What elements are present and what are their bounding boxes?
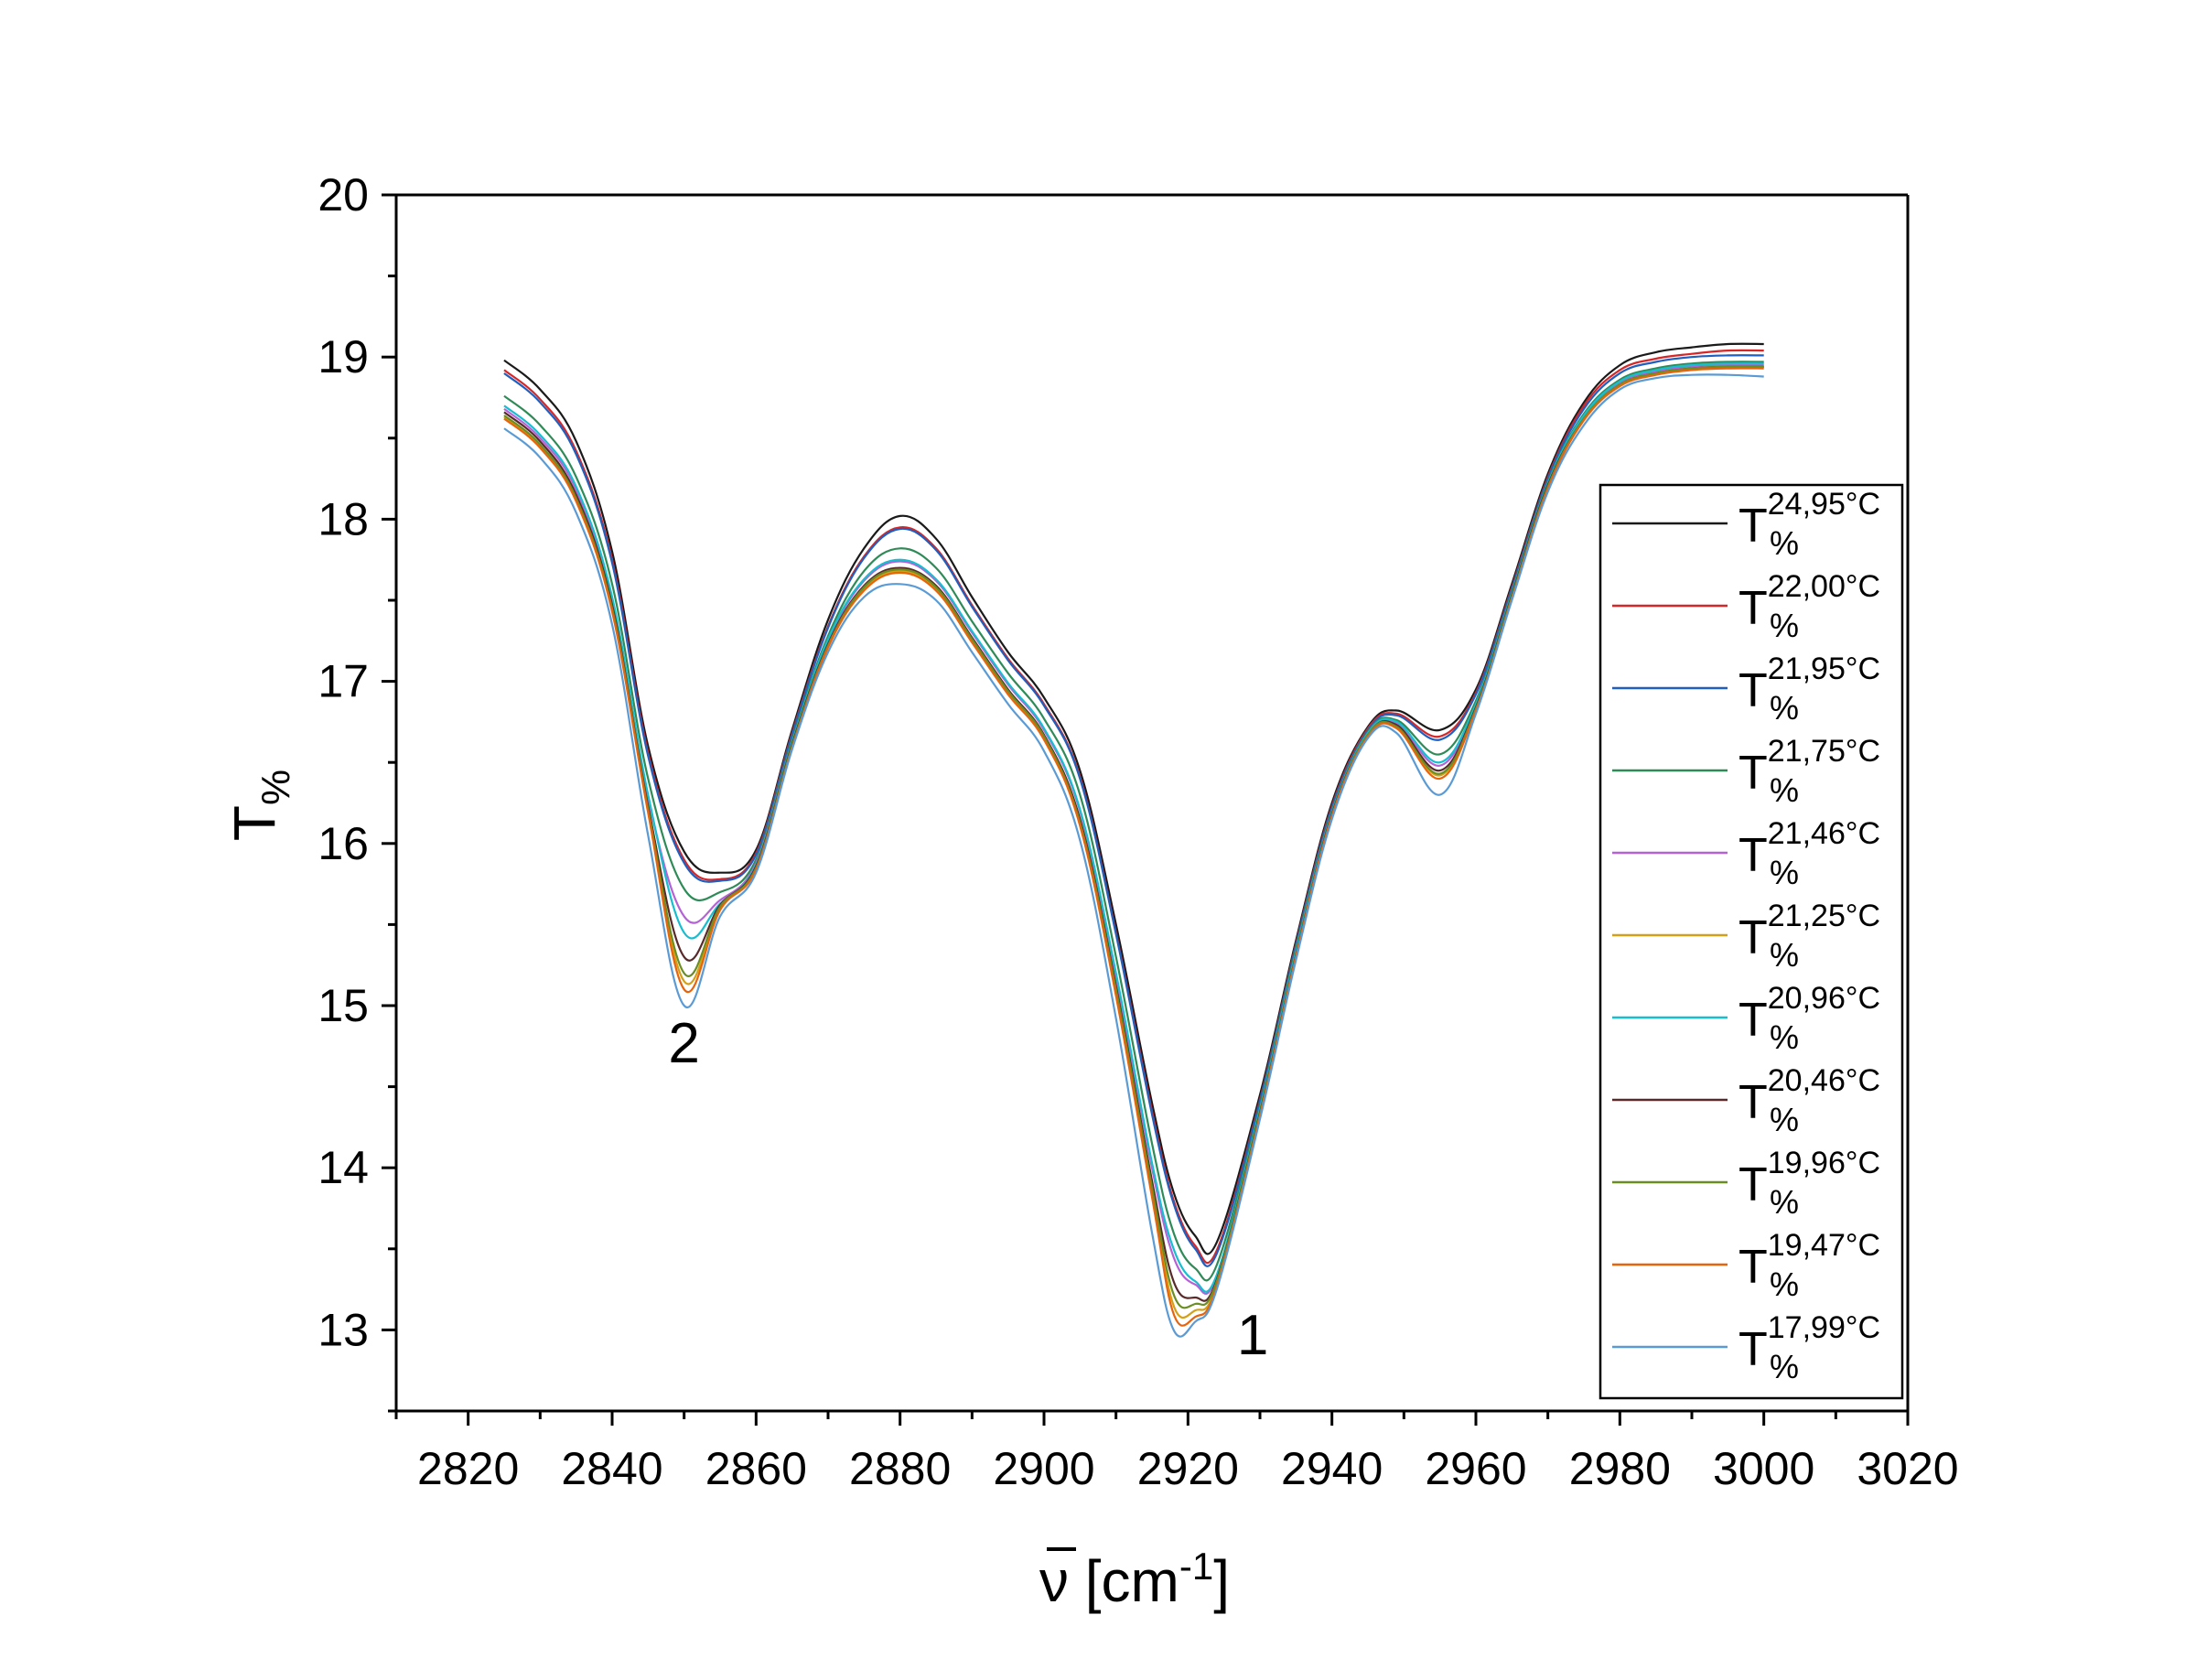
legend-label-temp: 21,95°C	[1768, 652, 1880, 686]
series-line-4	[503, 361, 1764, 1282]
legend-label-sub: %	[1770, 854, 1799, 891]
legend-label-6: T21,25°C%	[1738, 899, 1880, 974]
svg-text:T%: T%	[221, 770, 298, 841]
x-tick-label: 3020	[1857, 1443, 1958, 1494]
y-tick-label: 19	[318, 331, 369, 382]
x-axis-symbol: ν	[1039, 1548, 1069, 1614]
x-tick-label: 2960	[1425, 1443, 1526, 1494]
legend-label-temp: 22,00°C	[1768, 569, 1880, 604]
legend-label-main: T	[1738, 500, 1768, 553]
x-axis-unit-close: ]	[1213, 1548, 1230, 1614]
legend-box	[1599, 483, 1904, 1400]
legend-label-9: T19,96°C%	[1738, 1146, 1880, 1221]
legend-label-main: T	[1738, 747, 1768, 800]
legend-label-temp: 17,99°C	[1768, 1310, 1880, 1345]
legend-label-sub: %	[1770, 1348, 1799, 1385]
y-tick-label: 13	[318, 1304, 369, 1355]
y-tick-label: 15	[318, 980, 369, 1031]
y-tick-label: 20	[318, 169, 369, 221]
y-tick-label: 16	[318, 818, 369, 869]
legend-label-sub: %	[1770, 936, 1799, 974]
x-axis-label: ν [cm-1]	[1039, 1545, 1230, 1614]
series-line-10	[503, 367, 1764, 1327]
axes	[394, 193, 1910, 1413]
legend-label-2: T22,00°C%	[1738, 569, 1880, 644]
y-tick-label: 14	[318, 1142, 369, 1193]
legend-label-sub: %	[1770, 771, 1799, 809]
legend-label-temp: 19,96°C	[1768, 1146, 1880, 1180]
legend-label-main: T	[1738, 664, 1768, 717]
legend-label-temp: 24,95°C	[1768, 487, 1880, 522]
legend-label-main: T	[1738, 582, 1768, 635]
ticks	[382, 193, 1910, 1426]
legend-label-10: T19,47°C%	[1738, 1228, 1880, 1303]
plot-area	[503, 342, 1764, 1338]
legend-label-temp: 21,75°C	[1768, 734, 1880, 769]
legend-label-temp: 20,96°C	[1768, 981, 1880, 1016]
x-tick-label: 2860	[705, 1443, 807, 1494]
x-tick-label: 2920	[1137, 1443, 1239, 1494]
x-tick-label: 2940	[1281, 1443, 1383, 1494]
legend-label-temp: 19,47°C	[1768, 1228, 1880, 1263]
legend-label-7: T20,96°C%	[1738, 981, 1880, 1056]
series-line-7	[503, 362, 1764, 1293]
legend-label-main: T	[1738, 829, 1768, 882]
series-line-5	[503, 363, 1764, 1296]
x-tick-label: 2900	[993, 1443, 1094, 1494]
y-tick-label: 17	[318, 656, 369, 707]
y-tick-label: 18	[318, 493, 369, 544]
series-line-8	[503, 365, 1764, 1302]
annotations: 21	[668, 1012, 1268, 1367]
legend-label-sub: %	[1770, 1265, 1799, 1303]
x-tick-label: 3000	[1713, 1443, 1814, 1494]
legend: T24,95°C %T22,00°C %T21,95°C %T21,75°C %T21,…	[1599, 483, 1904, 1400]
legend-label-sub: %	[1770, 607, 1799, 644]
legend-label-main: T	[1738, 911, 1768, 964]
legend-label-5: T21,46°C%	[1738, 816, 1880, 891]
series-line-1	[503, 342, 1764, 1255]
legend-label-8: T20,46°C%	[1738, 1063, 1880, 1138]
legend-label-temp: 20,46°C	[1768, 1063, 1880, 1098]
y-axis-label: T%	[221, 770, 298, 841]
legend-label-temp: 21,25°C	[1768, 899, 1880, 933]
x-tick-label: 2880	[849, 1443, 951, 1494]
x-axis-unit-open: [cm	[1069, 1548, 1179, 1614]
peak-label-2: 2	[668, 1012, 699, 1075]
tick-labels: 2820 2840 2860 2880 2900 2920 2940 2960 2980 3000…	[318, 169, 1958, 1494]
legend-label-sub: %	[1770, 1183, 1799, 1221]
peak-label-1: 1	[1237, 1304, 1268, 1367]
legend-label-main: T	[1738, 994, 1768, 1047]
legend-label-main: T	[1738, 1241, 1768, 1294]
legend-label-1: T24,95°C%	[1738, 487, 1880, 562]
series-line-6	[503, 365, 1764, 1319]
legend-label-main: T	[1738, 1076, 1768, 1129]
y-axis-label-sub: %	[253, 770, 298, 805]
legend-label-4: T21,75°C%	[1738, 734, 1880, 809]
x-tick-label: 2820	[417, 1443, 519, 1494]
legend-label-sub: %	[1770, 1101, 1799, 1138]
series-line-9	[503, 365, 1764, 1309]
legend-label-sub: %	[1770, 1018, 1799, 1056]
x-axis-unit-sup: -1	[1179, 1545, 1213, 1588]
legend-label-11: T17,99°C%	[1738, 1310, 1880, 1385]
x-tick-label: 2840	[561, 1443, 662, 1494]
x-tick-label: 2980	[1569, 1443, 1671, 1494]
legend-label-3: T21,95°C%	[1738, 652, 1880, 727]
legend-label-sub: %	[1770, 524, 1799, 562]
legend-label-sub: %	[1770, 689, 1799, 727]
legend-label-temp: 21,46°C	[1768, 816, 1880, 851]
legend-label-main: T	[1738, 1323, 1768, 1376]
series-line-11	[503, 373, 1764, 1338]
legend-label-main: T	[1738, 1158, 1768, 1212]
y-axis-label-main: T	[221, 805, 287, 841]
